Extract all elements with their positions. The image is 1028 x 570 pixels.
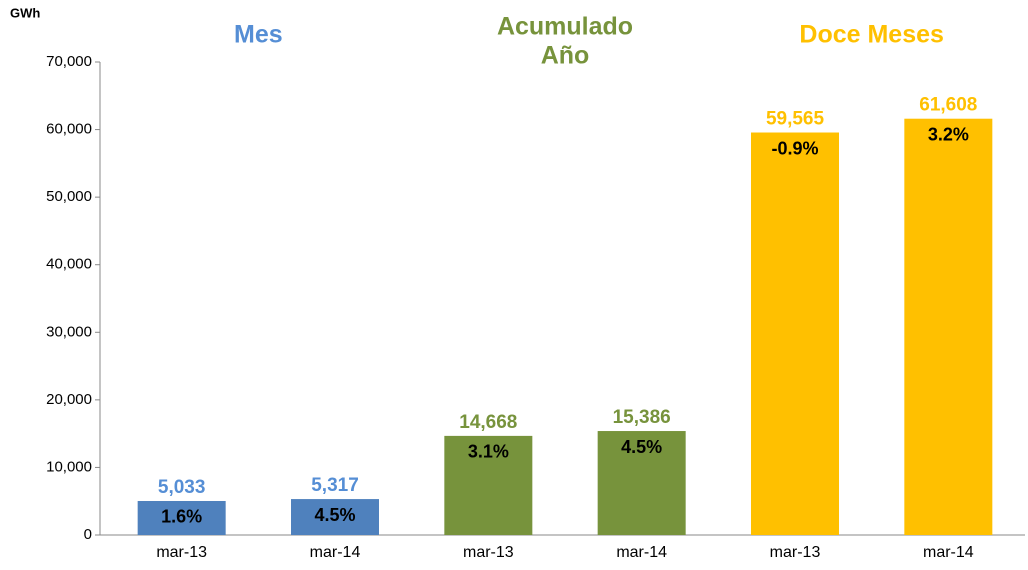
group-title: Año	[541, 42, 590, 70]
bar	[444, 435, 533, 535]
x-tick-label: mar-14	[923, 544, 974, 561]
x-tick-label: mar-13	[156, 544, 207, 561]
y-tick-label: 0	[84, 526, 92, 543]
change-label: 4.5%	[621, 437, 662, 457]
value-label: 5,033	[158, 477, 206, 498]
x-tick-label: mar-13	[770, 544, 821, 561]
change-label: 3.1%	[468, 442, 509, 462]
value-label: 15,386	[613, 407, 671, 428]
group-title: Mes	[234, 21, 283, 49]
bar	[751, 132, 839, 535]
bar	[291, 499, 379, 535]
y-tick-label: 10,000	[46, 458, 92, 475]
bar	[904, 118, 993, 536]
value-label: 59,565	[766, 109, 825, 130]
x-tick-label: mar-14	[310, 544, 361, 561]
y-tick-label: 50,000	[46, 188, 92, 205]
y-tick-label: 60,000	[46, 121, 92, 138]
y-tick-label: 40,000	[46, 256, 92, 273]
bar	[137, 500, 226, 535]
y-tick-label: 30,000	[46, 323, 92, 340]
y-axis-label: GWh	[10, 5, 40, 20]
change-label: 4.5%	[314, 505, 355, 525]
change-label: 3.2%	[928, 124, 969, 144]
group-title: Doce Meses	[799, 21, 944, 49]
change-label: 1.6%	[161, 507, 202, 527]
x-tick-label: mar-13	[463, 544, 514, 561]
group-title: Acumulado	[497, 13, 633, 41]
y-tick-label: 20,000	[46, 391, 92, 408]
value-label: 14,668	[459, 412, 517, 433]
change-label: -0.9%	[771, 138, 818, 158]
y-tick-label: 70,000	[46, 53, 92, 70]
value-label: 61,608	[919, 95, 977, 116]
x-tick-label: mar-14	[616, 544, 667, 561]
bar	[597, 431, 686, 535]
value-label: 5,317	[311, 475, 359, 496]
